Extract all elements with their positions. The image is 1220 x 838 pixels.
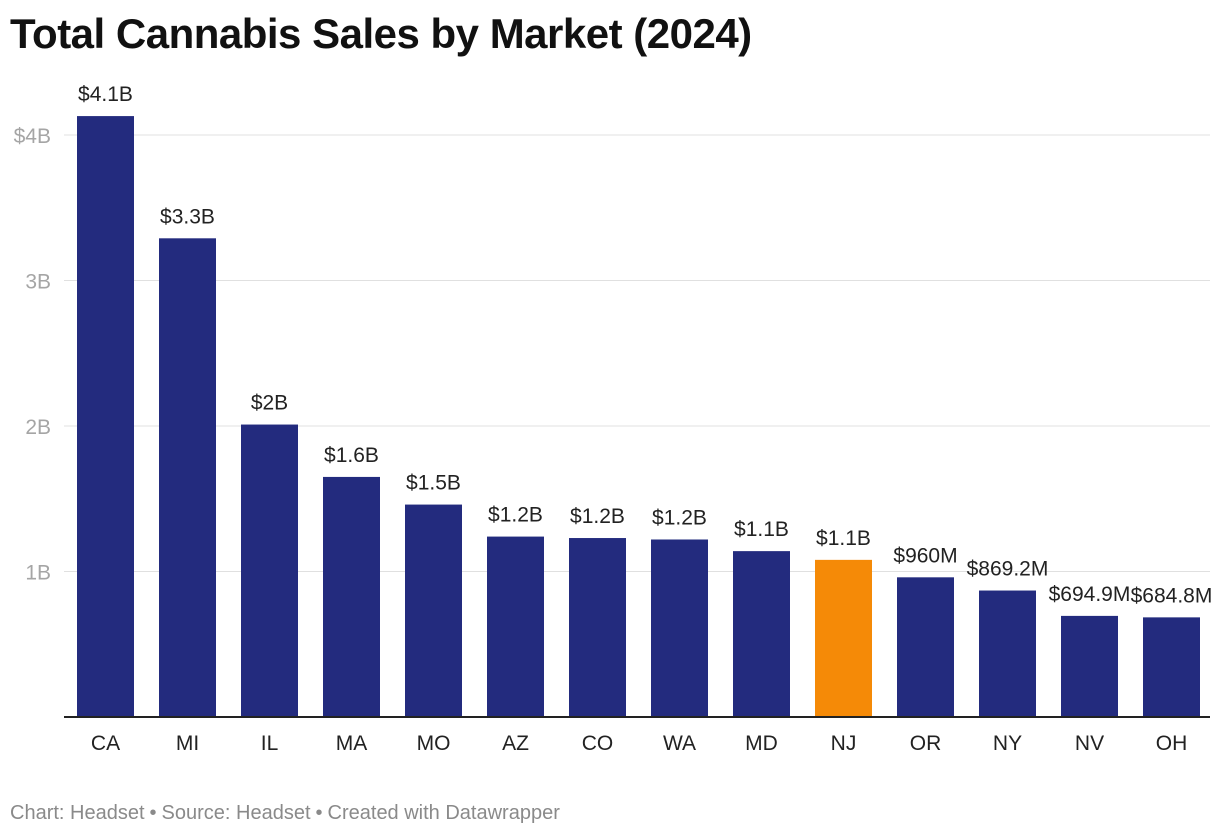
x-tick-label: NJ [831, 732, 857, 755]
y-tick-label: 2B [25, 416, 51, 439]
bar-co [569, 538, 626, 717]
footer-separator: • [149, 802, 157, 824]
value-label: $2B [251, 392, 288, 415]
x-tick-label: MI [176, 732, 199, 755]
bar-wa [651, 539, 708, 717]
x-tick-label: CO [582, 732, 614, 755]
value-label: $1.2B [570, 505, 625, 528]
bar-ma [323, 476, 380, 717]
x-tick-label: AZ [502, 732, 529, 755]
x-tick-label: NV [1075, 732, 1104, 755]
footer-chart-credit: Chart: Headset [10, 802, 145, 824]
footer-created-with: Created with Datawrapper [327, 802, 560, 824]
value-label: $1.2B [488, 504, 543, 527]
chart-footer: Chart: Headset • Source: Headset • Created w… [10, 802, 560, 825]
x-tick-label: MO [417, 732, 451, 755]
value-label: $1.6B [324, 444, 379, 467]
x-tick-label: WA [663, 732, 696, 755]
bar-ny [979, 590, 1036, 717]
x-tick-label: MD [745, 732, 778, 755]
bar-il [241, 424, 298, 717]
value-label: $869.2M [967, 558, 1049, 581]
value-labels: $4.1B $3.3B $2B $1.6B $1.5B $1.2B $1.2B $1.2B $1… [78, 83, 1212, 607]
value-label: $1.5B [406, 472, 461, 495]
x-tick-label: NY [993, 732, 1022, 755]
value-label: $1.2B [652, 506, 707, 529]
bar-or [897, 577, 954, 717]
bar-ca [77, 116, 134, 717]
value-label: $960M [893, 544, 957, 567]
footer-separator: • [315, 802, 323, 824]
y-tick-label: $4B [14, 125, 51, 148]
value-label: $4.1B [78, 83, 133, 106]
y-axis-ticks: 1B 2B 3B $4B [14, 125, 51, 585]
y-tick-label: 3B [25, 271, 51, 294]
value-label: $694.9M [1049, 583, 1131, 606]
footer-source: Source: Headset [161, 802, 311, 824]
bar-oh [1143, 617, 1200, 717]
value-label: $1.1B [734, 518, 789, 541]
value-label: $684.8M [1131, 584, 1213, 607]
y-tick-label: 1B [25, 562, 51, 585]
value-label: $1.1B [816, 527, 871, 550]
x-tick-label: IL [261, 732, 279, 755]
x-tick-label: CA [91, 732, 120, 755]
x-axis-ticks: CA MI IL MA MO AZ CO WA MD NJ OR NY NV OH [91, 732, 1187, 755]
bar-md [733, 551, 790, 717]
bar-mi [159, 238, 216, 717]
gridlines [64, 134, 1210, 572]
value-label: $3.3B [160, 205, 215, 228]
bar-az [487, 536, 544, 717]
x-tick-label: OR [910, 732, 942, 755]
chart-title: Total Cannabis Sales by Market (2024) [10, 10, 752, 57]
x-tick-label: MA [336, 732, 368, 755]
bar-nj [815, 559, 872, 717]
bar-mo [405, 504, 462, 717]
x-tick-label: OH [1156, 732, 1188, 755]
bars [77, 116, 1200, 717]
bar-nv [1061, 615, 1118, 717]
